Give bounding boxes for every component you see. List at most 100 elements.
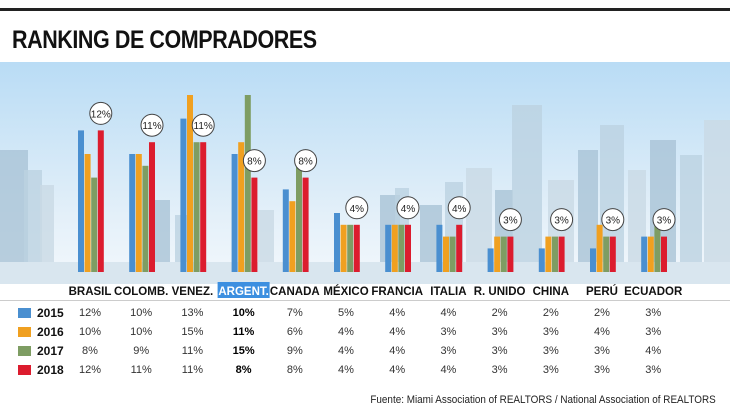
bar-chart: 12% 11% 11% 8% 8% 4% 4% 4% 3% 3% 3% 3% BRASIL COLOMB…	[0, 62, 730, 298]
table-cell: 15%	[181, 326, 204, 338]
bar-2016-1	[135, 154, 142, 272]
bar-2016-5	[340, 224, 347, 272]
legend-year-label: 2018	[37, 363, 64, 377]
bar-2017-4	[296, 165, 302, 272]
title-rule	[0, 8, 730, 11]
bar-2018-6	[405, 224, 411, 272]
table-cell: 4%	[338, 326, 354, 338]
ground-strip	[0, 262, 730, 284]
bar-2018-11	[661, 236, 667, 272]
table-cell: 11%	[130, 364, 152, 376]
table-cell: 3%	[491, 364, 508, 376]
bar-2018-3	[251, 177, 258, 272]
skyline-building	[704, 120, 730, 284]
table-cell: 3%	[491, 345, 508, 357]
table-cell: 3%	[542, 364, 559, 376]
table-cell: 9%	[133, 345, 150, 357]
callout-bubble-5	[345, 196, 369, 220]
bar-2015-11	[641, 236, 648, 272]
callout-label-2: 11%	[194, 121, 213, 132]
callout-label-11: 3%	[657, 216, 672, 227]
bar-2016-3	[238, 142, 245, 272]
table-cell: 11%	[232, 326, 255, 338]
table-cell: 8%	[286, 364, 303, 376]
callout-bubble-0	[89, 101, 113, 125]
table-cell: 3%	[491, 326, 508, 338]
table-cell: 10%	[232, 307, 255, 319]
bar-2015-6	[385, 224, 392, 272]
table-cell: 3%	[645, 364, 662, 376]
table-cell: 4%	[440, 307, 457, 319]
table-cell: 12%	[78, 364, 102, 376]
bar-2018-1	[149, 142, 155, 272]
bar-2018-0	[97, 130, 104, 272]
callout-bubble-11	[652, 208, 676, 232]
bar-2018-9	[558, 236, 565, 272]
callout-label-10: 3%	[606, 216, 621, 227]
bar-2015-10	[590, 248, 596, 272]
callout-bubble-7	[447, 196, 471, 220]
category-label-9: CHINA	[533, 286, 569, 298]
bar-2016-10	[596, 224, 603, 272]
bar-2015-3	[231, 154, 238, 272]
legend-swatch	[18, 327, 31, 337]
table-cell: 2%	[542, 307, 559, 319]
callout-label-7: 4%	[452, 204, 467, 215]
legend-2017: 2017	[18, 342, 78, 360]
bar-2016-11	[647, 236, 654, 272]
bar-2018-4	[302, 177, 309, 272]
table-cell: 12%	[78, 307, 102, 319]
legend-swatch	[18, 365, 31, 375]
bar-2015-2	[180, 118, 187, 272]
bar-2017-7	[449, 236, 456, 272]
callout-bubble-8	[498, 208, 522, 232]
bar-2017-3	[244, 95, 251, 272]
separator-line	[0, 300, 730, 301]
bar-2017-1	[142, 165, 149, 272]
bar-2015-7	[436, 224, 443, 272]
bar-2017-8	[500, 236, 507, 272]
chart-title: RANKING DE COMPRADORES	[12, 26, 317, 54]
callout-label-9: 3%	[554, 216, 569, 227]
bar-2018-2	[200, 142, 207, 272]
bar-2015-5	[334, 213, 340, 272]
table-cell: 4%	[389, 345, 406, 357]
callout-bubble-3	[242, 149, 266, 173]
table-cell: 10%	[130, 326, 153, 338]
legend-year-label: 2017	[37, 344, 64, 358]
legend-year-label: 2016	[37, 325, 64, 339]
table-row-2016: 2016 10% 10% 15% 11% 6% 4% 4% 3% 3% 3% 4% 3%	[0, 323, 730, 341]
table-cell: 9%	[286, 345, 303, 357]
table-cell: 8%	[82, 345, 98, 357]
bar-2016-8	[494, 236, 501, 272]
table-cell: 3%	[542, 345, 559, 357]
bar-2015-9	[538, 248, 545, 272]
highlight-box	[217, 282, 270, 298]
table-cell: 8%	[235, 364, 252, 376]
table-cell: 4%	[389, 326, 406, 338]
category-label-1: COLOMB.	[114, 286, 168, 298]
bar-2017-9	[552, 236, 558, 272]
bar-2017-10	[603, 236, 610, 272]
callout-label-6: 4%	[401, 204, 416, 215]
callout-label-3: 8%	[247, 157, 262, 168]
bar-2017-11	[654, 224, 661, 272]
bar-2017-0	[91, 177, 98, 272]
legend-year-label: 2015	[37, 306, 64, 320]
legend-2018: 2018	[18, 361, 78, 379]
bar-2016-6	[391, 224, 398, 272]
table-cell: 4%	[440, 364, 457, 376]
bar-2016-2	[187, 95, 193, 272]
legend-2015: 2015	[18, 304, 78, 322]
legend-swatch	[18, 346, 31, 356]
table-cell: 3%	[594, 345, 610, 357]
bar-2018-10	[609, 236, 616, 272]
skyline-building	[40, 185, 54, 284]
table-cell: 11%	[181, 345, 203, 357]
category-label-5: MÉXICO	[323, 285, 368, 298]
callout-label-8: 3%	[503, 216, 518, 227]
category-label-6: FRANCIA	[371, 286, 423, 298]
callout-label-5: 4%	[350, 204, 365, 215]
bar-2016-0	[84, 154, 91, 272]
table-cell: 2%	[594, 307, 610, 319]
